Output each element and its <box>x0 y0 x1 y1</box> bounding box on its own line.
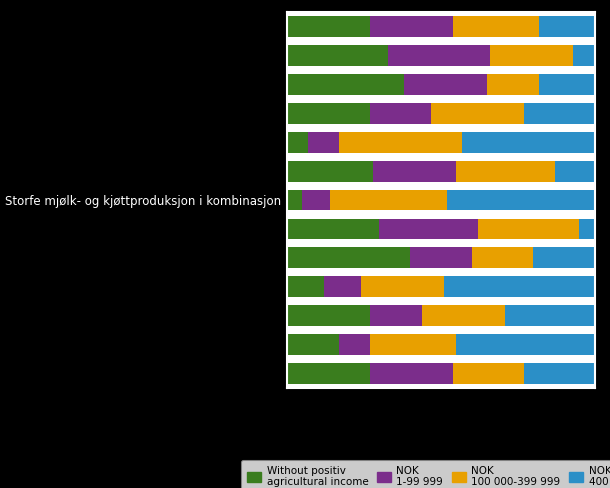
Bar <box>287 161 373 182</box>
Bar <box>287 45 389 66</box>
Legend: Without positiv
agricultural income, NOK
1-99 999, NOK
100 000-399 999, NOK
400 : Without positiv agricultural income, NOK… <box>240 460 610 488</box>
Bar <box>308 132 339 153</box>
Bar <box>404 74 487 95</box>
Bar <box>287 276 324 297</box>
Bar <box>453 363 524 384</box>
Bar <box>370 16 453 37</box>
Bar <box>287 219 379 240</box>
Bar <box>506 305 595 326</box>
Bar <box>389 45 490 66</box>
Bar <box>410 247 472 268</box>
Bar <box>379 219 478 240</box>
Bar <box>370 305 422 326</box>
Bar <box>339 334 370 355</box>
Bar <box>444 276 595 297</box>
Bar <box>287 103 370 124</box>
Bar <box>287 305 370 326</box>
Bar <box>456 161 554 182</box>
Bar <box>330 190 447 210</box>
Bar <box>287 190 302 210</box>
Bar <box>554 161 595 182</box>
Bar <box>524 363 595 384</box>
Bar <box>573 45 595 66</box>
Bar <box>370 363 453 384</box>
Bar <box>539 16 595 37</box>
Bar <box>422 305 506 326</box>
Bar <box>453 16 539 37</box>
Bar <box>302 190 330 210</box>
Bar <box>580 219 595 240</box>
Bar <box>472 247 533 268</box>
Bar <box>487 74 539 95</box>
Bar <box>539 74 595 95</box>
Bar <box>533 247 595 268</box>
Bar <box>447 190 595 210</box>
Bar <box>287 247 410 268</box>
Bar <box>361 276 444 297</box>
Bar <box>287 74 404 95</box>
Bar <box>287 334 339 355</box>
Bar <box>287 363 370 384</box>
Bar <box>339 132 462 153</box>
Bar <box>287 132 308 153</box>
Bar <box>456 334 595 355</box>
Bar <box>373 161 456 182</box>
Bar <box>524 103 595 124</box>
Bar <box>431 103 524 124</box>
Bar <box>462 132 595 153</box>
Bar <box>478 219 580 240</box>
Bar <box>324 276 361 297</box>
Bar <box>370 103 431 124</box>
Bar <box>490 45 573 66</box>
Bar <box>287 16 370 37</box>
Bar <box>370 334 456 355</box>
